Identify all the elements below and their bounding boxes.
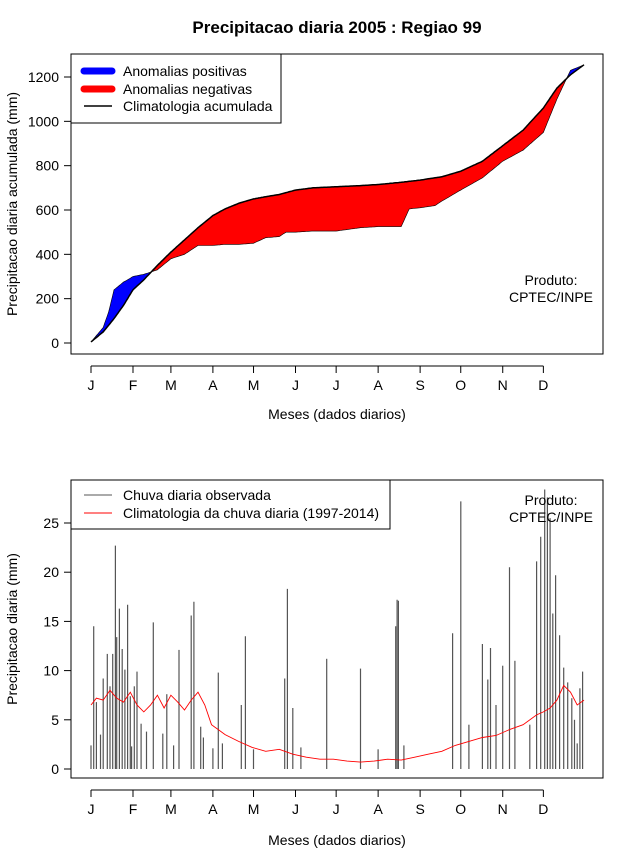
y-tick-label-bottom-3: 15 [43, 613, 59, 629]
legend-label-positive: Anomalias positivas [123, 63, 247, 79]
climatology-cumulative-line [90, 64, 585, 343]
x-tick-label-top-6: J [333, 377, 340, 393]
x-tick-label-bottom-0: J [88, 801, 95, 817]
x-tick-label-bottom-2: M [165, 801, 177, 817]
y-tick-label-top-3: 600 [36, 202, 60, 218]
x-tick-label-top-9: O [455, 377, 466, 393]
x-tick-label-top-2: M [165, 377, 177, 393]
y-axis-top: 0 200 400 600 800 1000 1200 [28, 69, 72, 351]
y-tick-label-bottom-2: 10 [43, 663, 59, 679]
y-tick-label-top-1: 200 [36, 291, 60, 307]
daily-chart: J F M A M J J A S O N D 0 5 10 15 20 25 Meses (dados dia… [4, 479, 604, 848]
x-tick-label-bottom-7: A [373, 801, 383, 817]
x-axis-label-bottom: Meses (dados diarios) [268, 832, 406, 848]
y-axis-bottom: 0 5 10 15 20 25 [43, 515, 72, 777]
x-tick-label-bottom-4: M [248, 801, 260, 817]
x-tick-label-bottom-3: A [208, 801, 218, 817]
legend-top: Anomalias positivas Anomalias negativas … [70, 53, 282, 124]
y-tick-label-bottom-0: 0 [51, 761, 59, 777]
x-tick-label-top-1: F [129, 377, 138, 393]
y-tick-label-bottom-1: 5 [51, 712, 59, 728]
product-source-top: CPTEC/INPE [509, 289, 593, 305]
x-tick-label-top-4: M [248, 377, 260, 393]
y-tick-label-bottom-4: 20 [43, 564, 59, 580]
legend-label-climatology-daily: Climatologia da chuva diaria (1997-2014) [123, 505, 379, 521]
x-axis-label-top: Meses (dados diarios) [268, 406, 406, 422]
product-label-bottom: Produto: [525, 492, 578, 508]
x-tick-label-bottom-8: S [415, 801, 424, 817]
y-tick-label-top-0: 0 [51, 335, 59, 351]
observed-daily-bars [90, 489, 584, 769]
y-axis-label-top: Precipitacao diaria acumulada (mm) [4, 92, 20, 316]
legend-label-climatology: Climatologia acumulada [123, 98, 273, 114]
product-source-bottom: CPTEC/INPE [509, 509, 593, 525]
cumulative-chart: J F M A M J J A S O N D 0 200 400 600 800 1000 1200 Meses… [4, 53, 604, 422]
climatology-daily-line [90, 684, 585, 763]
x-tick-label-top-5: J [292, 377, 299, 393]
x-tick-label-top-7: A [373, 377, 383, 393]
y-tick-label-top-4: 800 [36, 158, 60, 174]
x-tick-label-bottom-1: F [129, 801, 138, 817]
legend-label-observed: Chuva diaria observada [123, 487, 271, 503]
y-tick-label-top-5: 1000 [28, 113, 59, 129]
x-tick-label-top-10: N [498, 377, 508, 393]
x-tick-label-top-0: J [88, 377, 95, 393]
x-tick-label-top-11: D [538, 377, 548, 393]
product-label-top: Produto: [525, 272, 578, 288]
x-tick-label-top-3: A [208, 377, 218, 393]
x-tick-label-bottom-5: J [292, 801, 299, 817]
y-tick-label-bottom-5: 25 [43, 515, 59, 531]
y-tick-label-top-6: 1200 [28, 69, 59, 85]
legend-bottom: Chuva diaria observada Climatologia da c… [70, 479, 391, 530]
y-axis-label-bottom: Precipitacao diaria (mm) [4, 553, 20, 705]
x-tick-label-bottom-9: O [455, 801, 466, 817]
x-tick-label-bottom-10: N [498, 801, 508, 817]
legend-label-negative: Anomalias negativas [123, 81, 252, 97]
y-tick-label-top-2: 400 [36, 246, 60, 262]
figure-title: Precipitacao diaria 2005 : Regiao 99 [192, 18, 481, 37]
legend-box-bottom [70, 479, 391, 530]
x-tick-label-top-8: S [415, 377, 424, 393]
x-tick-label-bottom-6: J [333, 801, 340, 817]
x-tick-label-bottom-11: D [538, 801, 548, 817]
